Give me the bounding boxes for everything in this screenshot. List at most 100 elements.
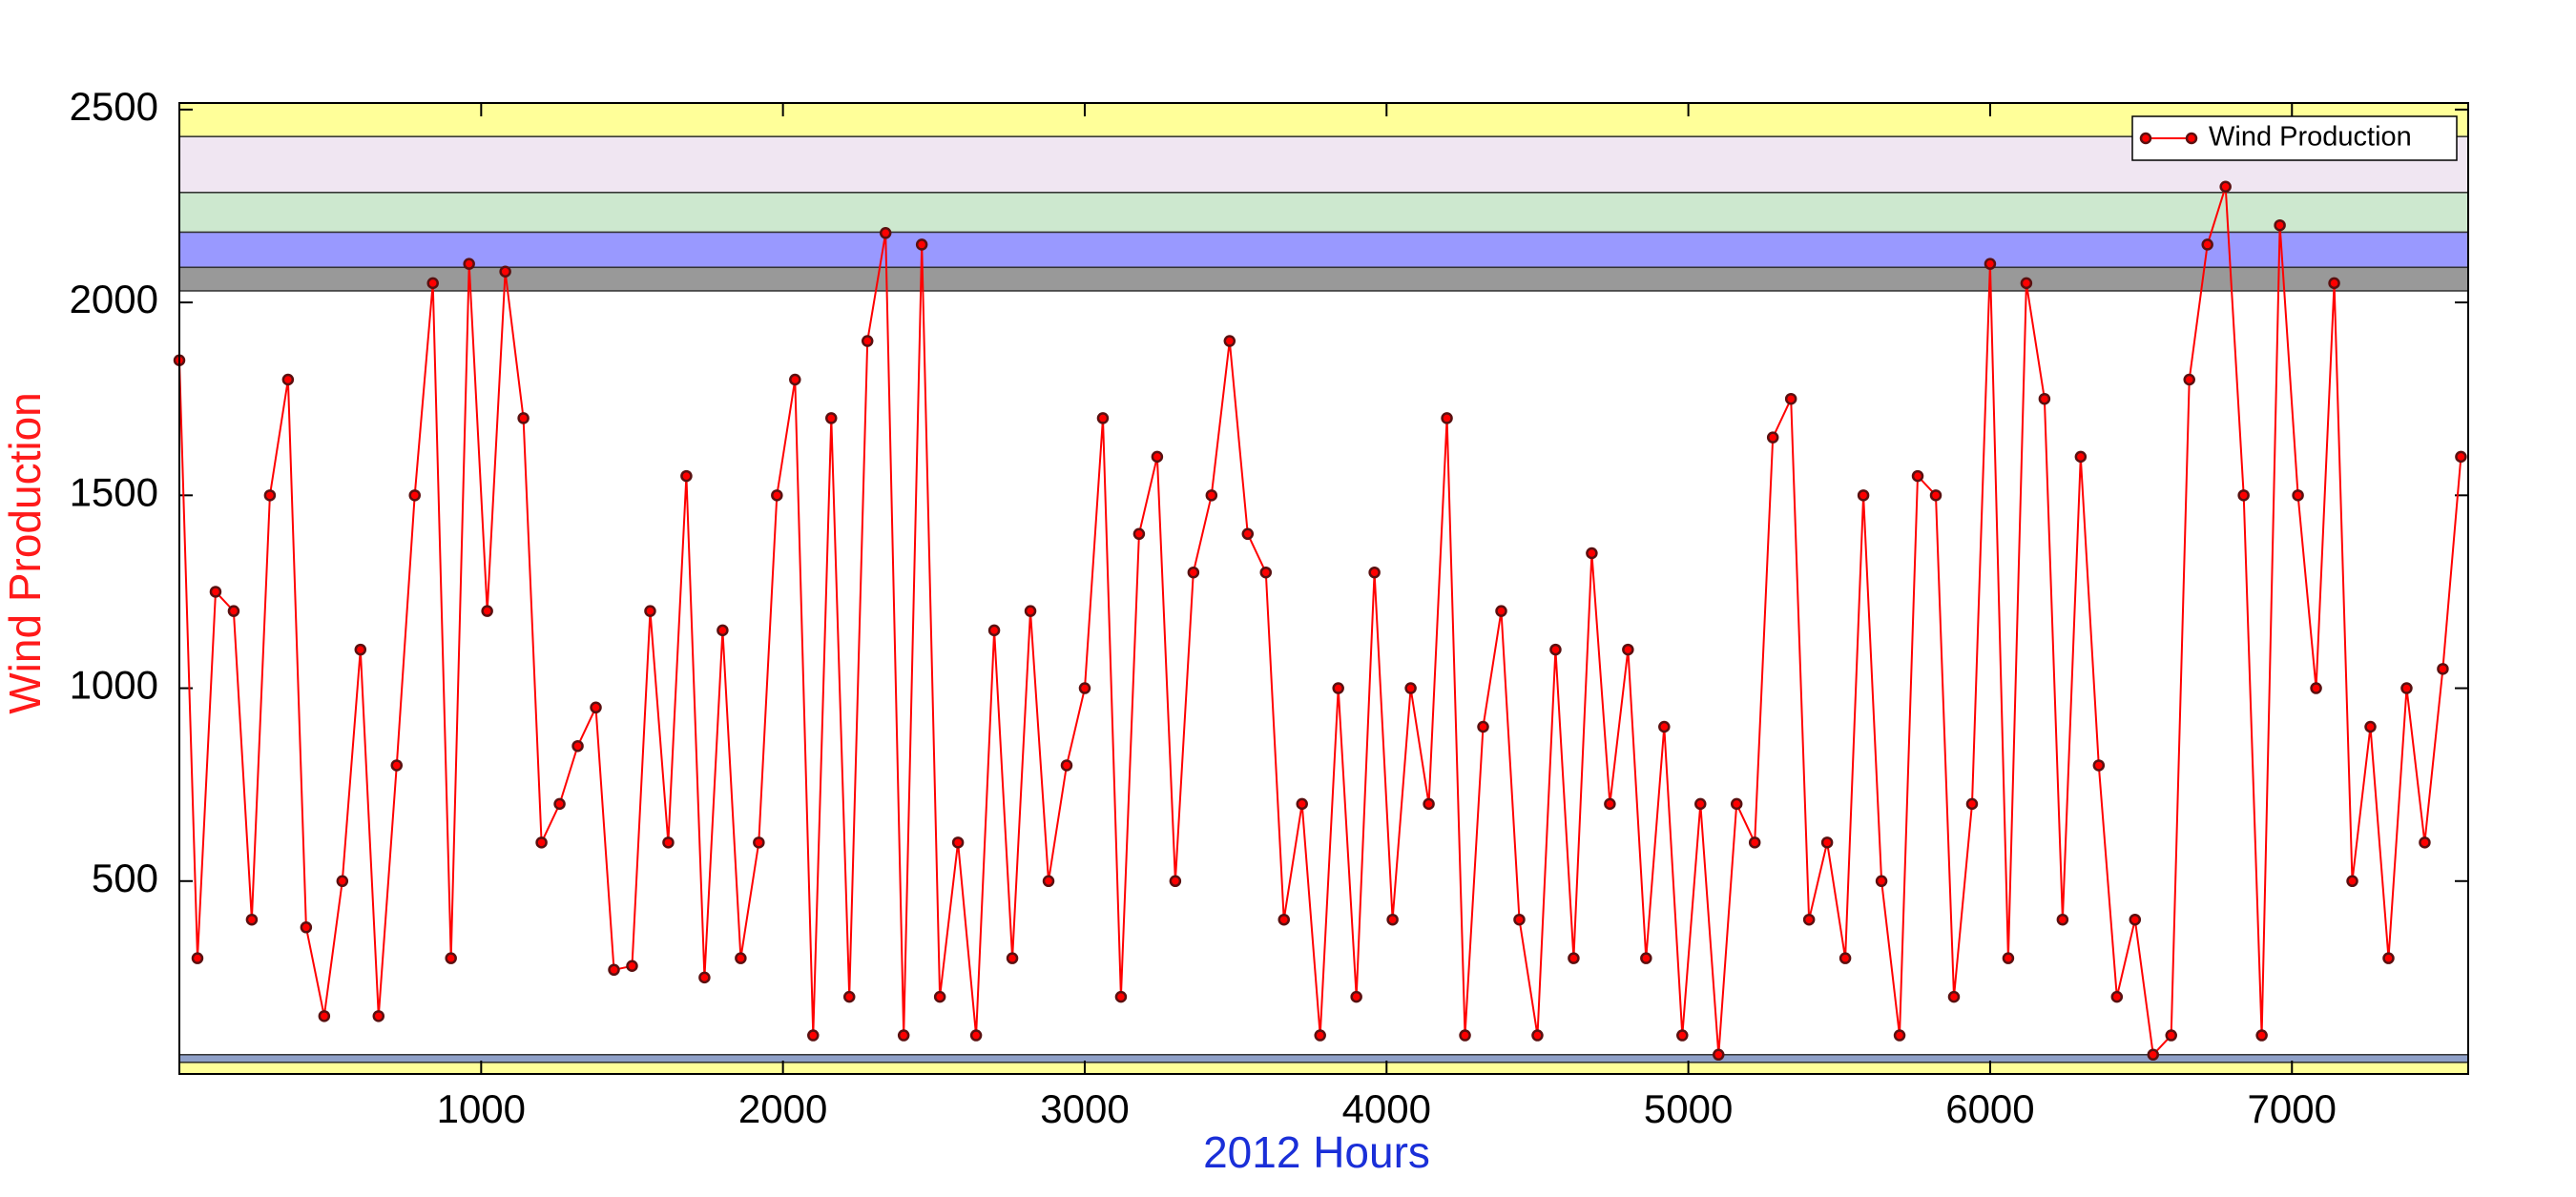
data-point	[1802, 913, 1816, 926]
legend-label: Wind Production	[2209, 122, 2412, 153]
data-point	[1024, 605, 1037, 617]
data-point	[1549, 643, 1562, 656]
data-point	[499, 265, 511, 278]
data-point	[2346, 875, 2358, 888]
y-tick-label: 500	[92, 856, 158, 900]
data-point	[951, 836, 965, 849]
data-point	[842, 990, 856, 1003]
data-point	[717, 624, 729, 637]
data-point	[1495, 605, 1507, 617]
data-point	[1929, 489, 1942, 502]
data-point	[1368, 566, 1381, 579]
data-point	[2310, 682, 2322, 694]
data-point	[1423, 797, 1435, 811]
data-point	[608, 963, 620, 977]
data-point	[662, 836, 675, 849]
data-point	[227, 605, 240, 617]
data-point	[281, 373, 295, 386]
data-point	[1586, 547, 1598, 560]
data-point	[1259, 566, 1273, 579]
data-point	[1223, 335, 1236, 347]
data-point	[1187, 566, 1200, 579]
data-point	[2002, 952, 2015, 964]
y-axis-label: Wind Production	[0, 392, 50, 714]
data-point	[1766, 431, 1779, 444]
data-point	[1006, 952, 1019, 964]
data-point	[2292, 489, 2304, 502]
x-tick-label: 2000	[738, 1086, 827, 1131]
legend-marker	[2185, 132, 2198, 145]
y-tick-label: 2000	[70, 277, 158, 321]
threshold-band	[178, 1054, 2469, 1063]
data-point	[191, 952, 204, 964]
threshold-band	[178, 192, 2469, 234]
data-point	[2364, 720, 2377, 733]
data-point	[987, 624, 1001, 637]
data-point	[1658, 720, 1671, 733]
data-point	[2255, 1029, 2268, 1042]
data-point	[2092, 759, 2106, 772]
threshold-band	[178, 266, 2469, 292]
data-point	[354, 643, 367, 656]
y-tick-label: 2500	[70, 84, 158, 129]
data-point	[1694, 797, 1707, 811]
data-point	[318, 1010, 331, 1022]
data-point	[245, 913, 259, 926]
legend-marker	[2139, 132, 2152, 145]
data-point	[1296, 797, 1308, 811]
data-point	[2074, 450, 2088, 464]
data-point	[879, 227, 892, 239]
data-point	[680, 469, 693, 483]
data-point	[571, 739, 584, 753]
data-point	[771, 489, 783, 502]
data-point	[1241, 527, 1255, 541]
data-point	[1911, 469, 1924, 483]
data-point	[915, 238, 928, 251]
data-point	[517, 412, 530, 424]
data-point	[1622, 643, 1634, 656]
data-point	[644, 605, 656, 617]
data-point	[1531, 1029, 1544, 1042]
data-point	[2183, 373, 2195, 386]
data-point	[445, 952, 457, 964]
data-point	[807, 1029, 820, 1042]
data-point	[263, 489, 277, 502]
data-point	[626, 960, 638, 973]
data-point	[1748, 836, 1761, 849]
data-point	[2382, 952, 2395, 964]
data-point	[1404, 682, 1417, 694]
data-point	[1060, 759, 1073, 772]
data-point	[1568, 952, 1580, 964]
data-point	[2110, 990, 2124, 1003]
data-point	[2056, 913, 2069, 926]
data-point	[1604, 797, 1616, 811]
data-point	[2165, 1029, 2177, 1042]
data-point	[1169, 875, 1182, 888]
threshold-band	[178, 135, 2469, 194]
data-point	[463, 258, 475, 270]
data-point	[2455, 450, 2467, 464]
data-point	[2038, 392, 2051, 405]
x-tick-label: 5000	[1644, 1086, 1733, 1131]
data-point	[2437, 663, 2449, 675]
data-point	[1350, 990, 1362, 1003]
data-point	[553, 797, 566, 811]
data-point	[590, 701, 602, 714]
data-point	[1820, 836, 1834, 849]
data-point	[1984, 258, 1997, 270]
data-point	[2147, 1048, 2160, 1062]
data-point	[481, 605, 493, 617]
data-point	[1784, 392, 1797, 405]
data-point	[390, 759, 404, 772]
data-point	[1965, 797, 1979, 811]
data-point	[1441, 412, 1453, 424]
data-point	[2201, 238, 2213, 251]
threshold-band	[178, 102, 2469, 137]
data-point	[1314, 1029, 1326, 1042]
data-point	[2237, 489, 2250, 502]
data-point	[2129, 913, 2142, 926]
data-point	[1151, 450, 1164, 464]
data-point	[426, 277, 439, 290]
data-point	[1114, 990, 1128, 1003]
data-point	[1332, 682, 1344, 694]
